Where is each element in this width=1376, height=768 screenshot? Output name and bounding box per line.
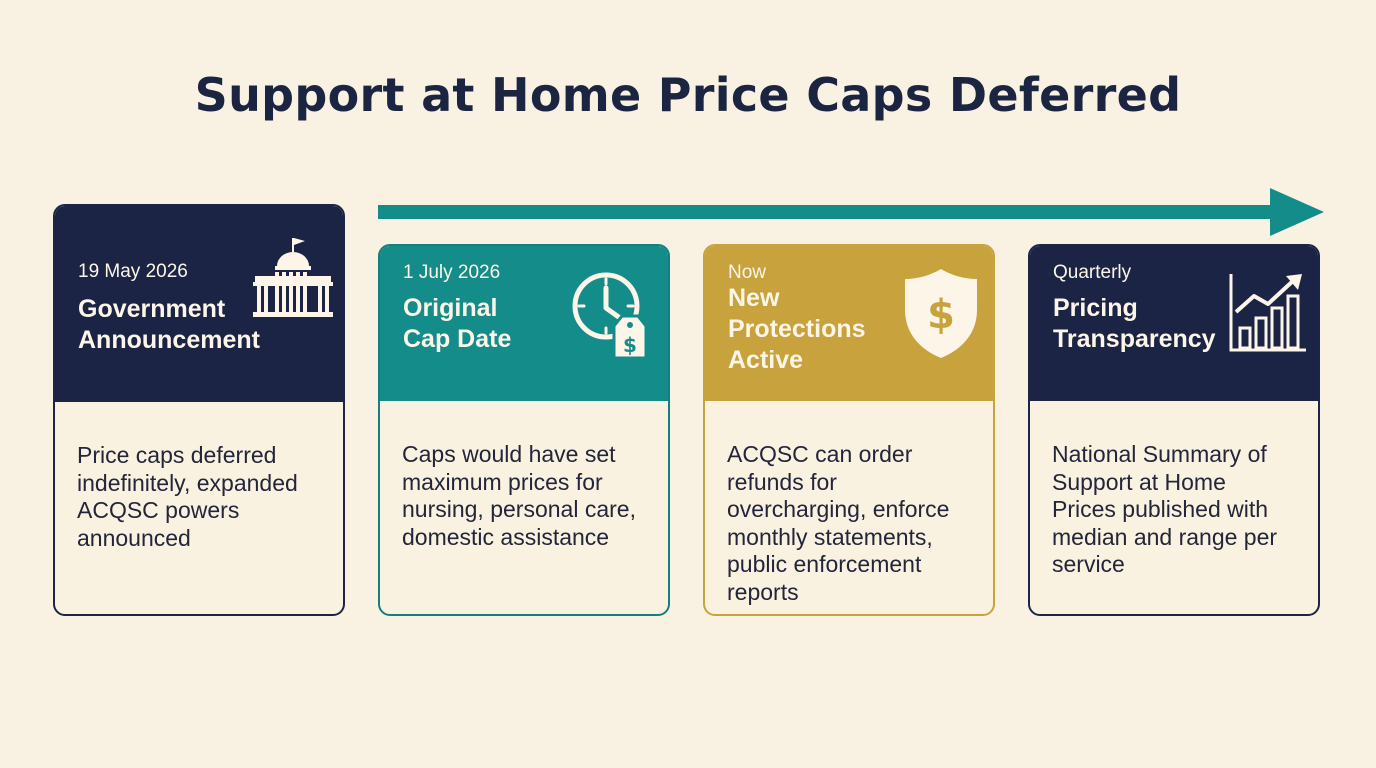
timeline-card-pricing-transparency: Quarterly Pricing Transparency National …	[1028, 244, 1320, 616]
card-title: Original Cap Date	[403, 294, 512, 353]
svg-text:$: $	[927, 292, 955, 338]
card-title: New Protections Active	[728, 284, 866, 374]
clock-price-tag-icon: $	[572, 272, 648, 360]
timeline-arrow	[378, 188, 1324, 236]
card-header: 19 May 2026 Government Announcement	[55, 206, 343, 402]
card-date: Now	[728, 262, 767, 283]
card-title: Government Announcement	[78, 295, 260, 354]
page-title: Support at Home Price Caps Deferred	[194, 68, 1182, 122]
svg-text:$: $	[623, 333, 637, 357]
shield-dollar-icon: $	[905, 269, 977, 358]
card-title: Pricing Transparency	[1053, 294, 1216, 353]
card-description: National Summary of Support at Home Pric…	[1052, 441, 1278, 577]
card-date: 1 July 2026	[403, 262, 501, 283]
timeline-card-new-protections-active: Now New Protections Active $ ACQSC can o…	[703, 244, 995, 616]
card-description: Price caps deferred indefinitely, expand…	[77, 442, 298, 551]
card-date: Quarterly	[1053, 262, 1132, 283]
timeline-card-government-announcement: 19 May 2026 Government Announcement Pric…	[53, 204, 345, 616]
government-building-icon	[253, 238, 333, 317]
card-description: Caps would have set maximum prices for n…	[402, 441, 636, 550]
card-date: 19 May 2026	[78, 261, 188, 282]
card-header: Now New Protections Active $	[705, 246, 993, 401]
card-header: 1 July 2026 Original Cap Date $	[380, 246, 668, 401]
bar-chart-trend-icon	[1229, 274, 1306, 352]
timeline-card-original-cap-date: 1 July 2026 Original Cap Date $ Caps wou…	[378, 244, 670, 616]
card-description: ACQSC can order refunds for overcharging…	[727, 441, 950, 605]
card-header: Quarterly Pricing Transparency	[1030, 246, 1318, 401]
